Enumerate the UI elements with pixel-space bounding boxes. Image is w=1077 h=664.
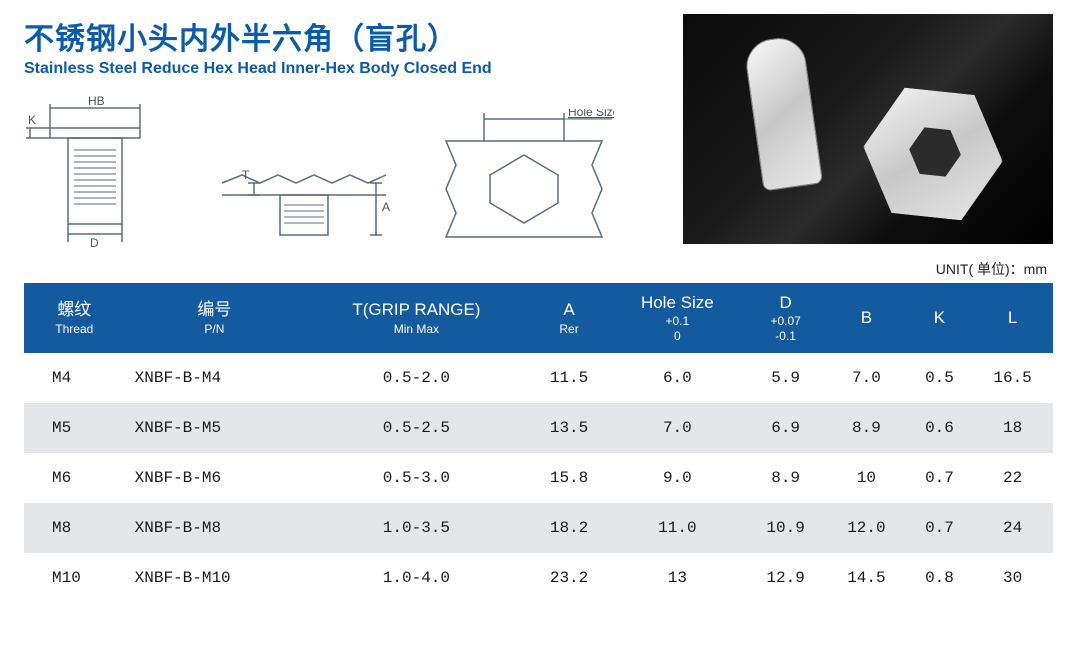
table-cell: 14.5: [826, 553, 907, 603]
table-cell: 9.0: [609, 453, 745, 503]
table-cell: M6: [24, 453, 125, 503]
table-cell: 0.7: [907, 453, 972, 503]
col-header: T(GRIP RANGE)Min Max: [304, 283, 529, 353]
table-row: M6XNBF-B-M60.5-3.015.89.08.9100.722: [24, 453, 1053, 503]
diagram-label-a: A: [382, 200, 390, 214]
table-cell: 11.5: [529, 353, 610, 403]
table-row: M10XNBF-B-M101.0-4.023.21312.914.50.830: [24, 553, 1053, 603]
table-row: M5XNBF-B-M50.5-2.513.57.06.98.90.618: [24, 403, 1053, 453]
col-header: B: [826, 283, 907, 353]
table-cell: 30: [972, 553, 1053, 603]
table-cell: M10: [24, 553, 125, 603]
table-cell: 5.9: [745, 353, 826, 403]
col-header: 螺纹Thread: [24, 283, 125, 353]
table-cell: XNBF-B-M6: [125, 453, 304, 503]
table-cell: 13: [609, 553, 745, 603]
table-cell: 0.8: [907, 553, 972, 603]
table-cell: M8: [24, 503, 125, 553]
diagram-label-d: D: [90, 236, 99, 249]
table-cell: 1.0-4.0: [304, 553, 529, 603]
col-header: 编号P/N: [125, 283, 304, 353]
col-header: L: [972, 283, 1053, 353]
table-cell: 12.9: [745, 553, 826, 603]
product-photo: [683, 14, 1053, 244]
table-row: M4XNBF-B-M40.5-2.011.56.05.97.00.516.5: [24, 353, 1053, 403]
spec-table: 螺纹Thread编号P/NT(GRIP RANGE)Min MaxARerHol…: [24, 283, 1053, 603]
diagram-label-hb: HB: [88, 94, 105, 108]
table-cell: 23.2: [529, 553, 610, 603]
table-cell: 0.5: [907, 353, 972, 403]
table-cell: 18.2: [529, 503, 610, 553]
table-cell: 11.0: [609, 503, 745, 553]
table-cell: 8.9: [826, 403, 907, 453]
table-cell: 22: [972, 453, 1053, 503]
unit-label: UNIT( 单位)：mm: [24, 259, 1053, 279]
table-cell: XNBF-B-M5: [125, 403, 304, 453]
diagram-label-hole-size: Hole Size: [568, 109, 614, 119]
header-region: 不锈钢小头内外半六角（盲孔） Stainless Steel Reduce He…: [24, 14, 1053, 249]
table-cell: 16.5: [972, 353, 1053, 403]
col-header: K: [907, 283, 972, 353]
diagram-label-k: K: [28, 113, 36, 127]
diagram-label-t: T: [242, 168, 250, 182]
table-cell: M5: [24, 403, 125, 453]
table-cell: 15.8: [529, 453, 610, 503]
title-chinese: 不锈钢小头内外半六角（盲孔）: [24, 14, 663, 58]
table-cell: 0.6: [907, 403, 972, 453]
table-cell: 6.9: [745, 403, 826, 453]
table-cell: 0.7: [907, 503, 972, 553]
table-cell: 10: [826, 453, 907, 503]
table-cell: 7.0: [826, 353, 907, 403]
table-cell: M4: [24, 353, 125, 403]
table-cell: 8.9: [745, 453, 826, 503]
table-cell: 0.5-2.0: [304, 353, 529, 403]
table-cell: 7.0: [609, 403, 745, 453]
col-header: Hole Size+0.1 0: [609, 283, 745, 353]
title-and-diagram-block: 不锈钢小头内外半六角（盲孔） Stainless Steel Reduce He…: [24, 14, 663, 249]
table-cell: XNBF-B-M10: [125, 553, 304, 603]
col-header: ARer: [529, 283, 610, 353]
table-cell: 0.5-3.0: [304, 453, 529, 503]
table-cell: XNBF-B-M4: [125, 353, 304, 403]
table-row: M8XNBF-B-M81.0-3.518.211.010.912.00.724: [24, 503, 1053, 553]
diagram-hole-hex: Hole Size: [434, 109, 614, 249]
table-cell: XNBF-B-M8: [125, 503, 304, 553]
technical-diagrams: HB K: [24, 94, 663, 249]
table-cell: 1.0-3.5: [304, 503, 529, 553]
table-cell: 13.5: [529, 403, 610, 453]
spec-table-head: 螺纹Thread编号P/NT(GRIP RANGE)Min MaxARerHol…: [24, 283, 1053, 353]
table-cell: 6.0: [609, 353, 745, 403]
col-header: D+0.07 -0.1: [745, 283, 826, 353]
table-cell: 10.9: [745, 503, 826, 553]
diagram-side-section: HB K: [24, 94, 174, 249]
table-cell: 24: [972, 503, 1053, 553]
table-cell: 12.0: [826, 503, 907, 553]
table-cell: 0.5-2.5: [304, 403, 529, 453]
spec-table-body: M4XNBF-B-M40.5-2.011.56.05.97.00.516.5M5…: [24, 353, 1053, 603]
diagram-flange-view: T A: [214, 139, 394, 249]
title-english: Stainless Steel Reduce Hex Head Inner-He…: [24, 60, 663, 78]
table-cell: 18: [972, 403, 1053, 453]
